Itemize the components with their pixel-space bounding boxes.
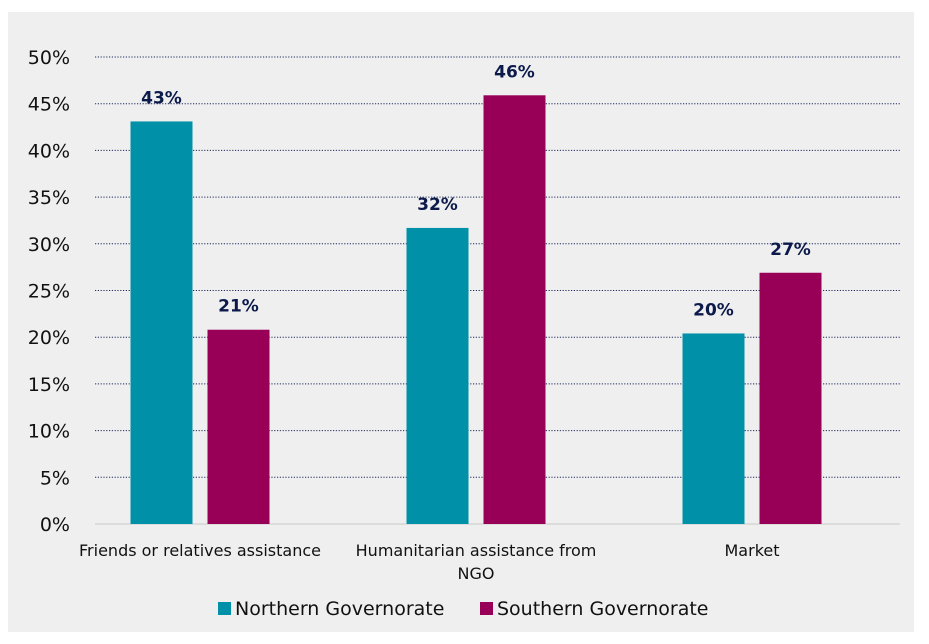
y-tick-label: 35% <box>28 187 70 209</box>
data-label: 46% <box>494 62 535 82</box>
data-label: 43% <box>141 88 182 108</box>
y-tick-label: 50% <box>28 47 70 69</box>
y-tick-label: 5% <box>40 467 70 489</box>
legend-label: Southern Governorate <box>497 598 709 620</box>
bar-southern-2 <box>759 272 822 524</box>
y-tick-label: 10% <box>28 421 70 443</box>
y-tick-label: 40% <box>28 140 70 162</box>
y-tick-label: 15% <box>28 374 70 396</box>
bar-northern-1 <box>406 227 469 524</box>
bars <box>130 95 822 525</box>
y-tick-label: 45% <box>28 94 70 116</box>
data-label: 20% <box>693 300 734 320</box>
bar-southern-0 <box>207 329 270 524</box>
legend: Northern Governorate Southern Governorate <box>218 598 709 620</box>
y-tick-label: 0% <box>40 514 70 536</box>
y-tick-label: 20% <box>28 327 70 349</box>
data-label: 32% <box>417 195 458 215</box>
legend-swatch-southern <box>480 602 493 615</box>
y-axis-tick-labels: 0% 5% 10% 15% 20% 25% 30% 35% 40% 45% 50% <box>28 47 70 536</box>
bar-northern-0 <box>130 121 193 525</box>
bar-chart: 0% 5% 10% 15% 20% 25% 30% 35% 40% 45% 50% 43% 21% 32… <box>28 47 900 620</box>
data-label: 21% <box>218 297 259 317</box>
y-tick-label: 25% <box>28 281 70 303</box>
x-axis-category-labels: Friends or relatives assistance Humanitar… <box>79 541 779 583</box>
bar-southern-1 <box>483 95 546 524</box>
legend-swatch-northern <box>218 602 231 615</box>
x-category-label: Market <box>725 541 780 560</box>
chart-frame: 0% 5% 10% 15% 20% 25% 30% 35% 40% 45% 50% 43% 21% 32… <box>8 12 914 632</box>
x-category-label: NGO <box>458 564 495 583</box>
data-labels: 43% 21% 32% 46% 20% 27% <box>141 62 811 320</box>
data-label: 27% <box>770 240 811 260</box>
y-tick-label: 30% <box>28 234 70 256</box>
legend-label: Northern Governorate <box>235 598 444 620</box>
x-category-label: Friends or relatives assistance <box>79 541 321 560</box>
bar-northern-2 <box>682 333 745 524</box>
x-category-label: Humanitarian assistance from <box>356 541 597 560</box>
